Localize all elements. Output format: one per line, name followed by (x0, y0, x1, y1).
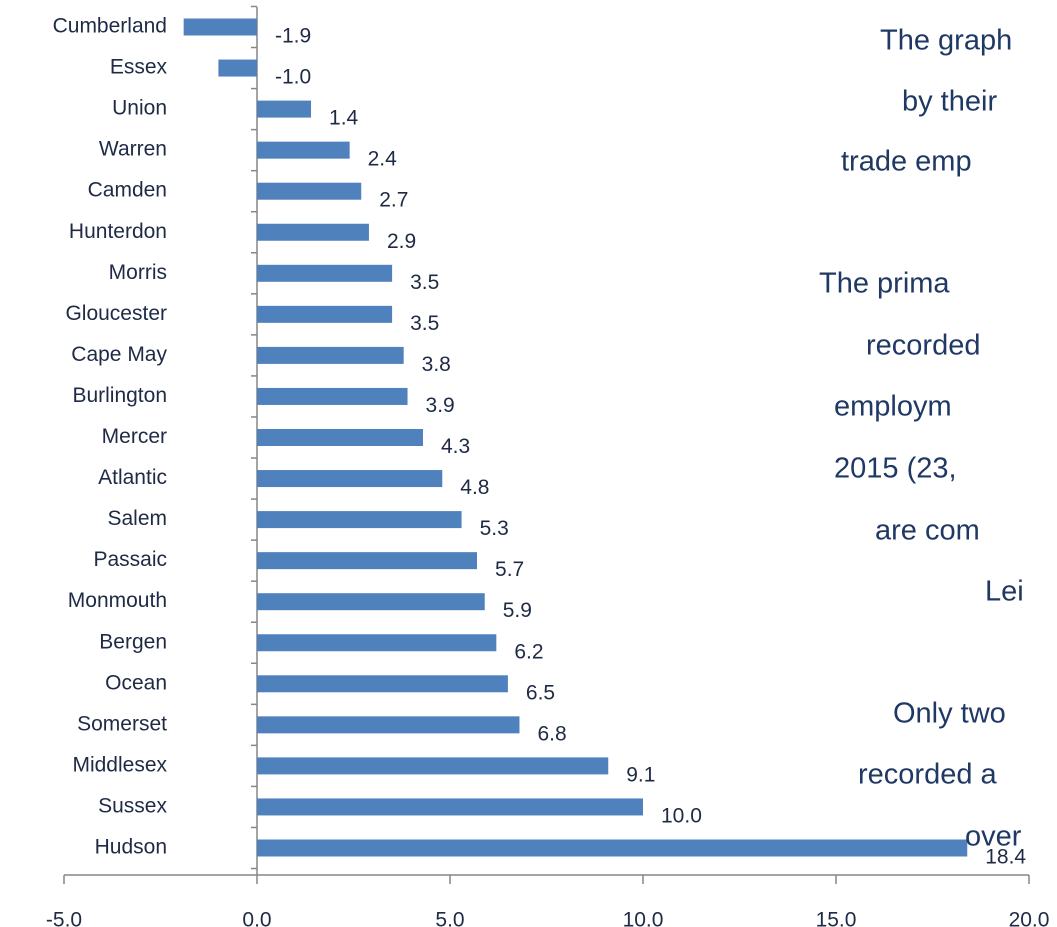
value-label: -1.9 (275, 25, 311, 48)
value-label: 9.1 (626, 763, 655, 786)
bar (257, 429, 423, 446)
bar (257, 675, 508, 693)
y-tick-label: Camden (88, 179, 167, 202)
y-tick-label: Burlington (72, 384, 167, 407)
bar (257, 634, 497, 652)
bar (257, 387, 408, 405)
y-tick-label: Morris (109, 261, 167, 284)
value-label: 3.5 (410, 312, 439, 335)
y-tick-label: Gloucester (65, 302, 167, 325)
annotation: recorded a (858, 759, 998, 791)
y-tick-label: Middlesex (72, 753, 167, 776)
y-tick-label: Ocean (105, 671, 167, 694)
value-label: 2.9 (387, 230, 416, 253)
value-label: 4.3 (441, 435, 470, 458)
value-label: 6.2 (514, 640, 543, 663)
x-tick-label: 10.0 (623, 909, 664, 927)
bar (257, 182, 362, 200)
bar (218, 59, 257, 77)
bar (257, 798, 643, 816)
annotation: are com (875, 515, 980, 547)
annotation: The graph (880, 25, 1012, 57)
value-label: -1.0 (275, 66, 311, 89)
value-label: 3.5 (410, 271, 439, 294)
y-tick-label: Salem (107, 507, 167, 530)
value-label: 6.8 (537, 722, 566, 745)
bar (257, 716, 520, 734)
annotation: 2015 (23, (834, 453, 957, 485)
x-tick-label: 0.0 (242, 909, 271, 927)
y-tick-label: Monmouth (68, 589, 167, 612)
value-label: 3.9 (426, 394, 455, 417)
value-label: 1.4 (329, 107, 359, 130)
y-tick-label: Somerset (77, 712, 167, 735)
annotation: employm (834, 391, 952, 423)
bar (257, 839, 968, 857)
bar (257, 470, 443, 488)
y-tick-label: Warren (99, 138, 167, 161)
y-tick-label: Mercer (102, 425, 167, 448)
y-tick-label: Atlantic (98, 466, 167, 489)
y-tick-label: Hudson (95, 836, 167, 859)
value-label: 5.3 (480, 517, 509, 540)
y-tick-label: Union (112, 97, 167, 120)
bar (257, 511, 462, 529)
y-tick-label: Hunterdon (69, 220, 167, 243)
bar (257, 223, 369, 241)
value-label: 18.4 (985, 846, 1026, 869)
y-tick-label: Cape May (71, 343, 167, 366)
x-tick-label: -5.0 (46, 909, 82, 927)
y-tick-label: Passaic (93, 548, 167, 571)
annotation: Only two (893, 698, 1006, 730)
value-label: 2.7 (379, 189, 408, 212)
y-tick-label: Essex (110, 56, 168, 79)
y-tick-label: Bergen (99, 630, 167, 653)
bar (257, 141, 350, 159)
annotation: by their (902, 86, 997, 118)
value-label: 5.7 (495, 558, 524, 581)
bar (257, 757, 609, 775)
bar (257, 100, 312, 118)
annotation: over (965, 821, 1022, 853)
value-label: 2.4 (368, 148, 398, 171)
bar (257, 346, 404, 364)
value-label: 3.8 (422, 353, 451, 376)
x-tick-label: 5.0 (435, 909, 464, 927)
bar (257, 593, 485, 611)
y-tick-label: Cumberland (53, 15, 167, 38)
bar (183, 18, 257, 36)
annotation: Lei (985, 576, 1024, 608)
annotation: recorded (866, 330, 980, 362)
bar (257, 264, 393, 282)
x-tick-label: 15.0 (816, 909, 857, 927)
annotation: The prima (819, 268, 950, 300)
value-label: 10.0 (661, 804, 702, 827)
bar (257, 305, 393, 323)
value-label: 4.8 (460, 476, 489, 499)
x-tick-label: 20.0 (1009, 909, 1050, 927)
y-tick-label: Sussex (98, 794, 167, 817)
value-label: 5.9 (503, 599, 532, 622)
annotation: trade emp (841, 146, 972, 178)
bar (257, 552, 478, 570)
value-label: 6.5 (526, 681, 555, 704)
